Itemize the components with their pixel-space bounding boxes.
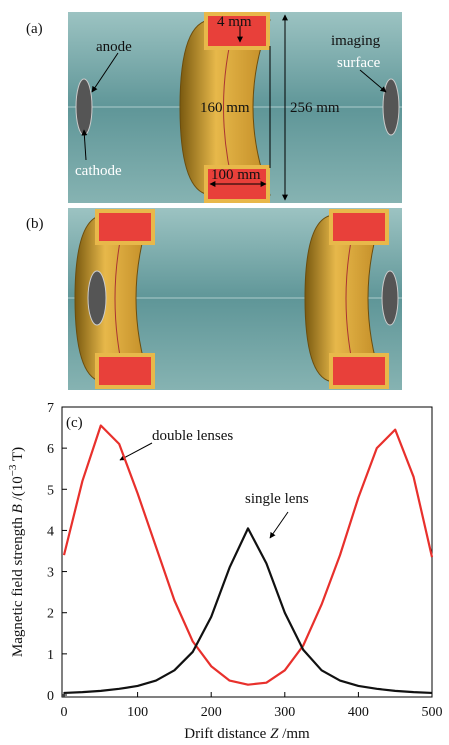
coil bbox=[97, 355, 153, 387]
y-tick-label: 5 bbox=[47, 483, 54, 498]
panel-a: (a) anode cathode imaging surface 4 mm 1… bbox=[26, 12, 402, 203]
label: anode bbox=[96, 39, 132, 55]
annotation: single lens bbox=[245, 491, 309, 507]
y-tick-label: 7 bbox=[47, 401, 54, 416]
panel-label: (c) bbox=[66, 415, 83, 431]
x-tick-label: 200 bbox=[201, 705, 222, 720]
x-tick-label: 100 bbox=[127, 705, 148, 720]
label: 100 mm bbox=[211, 167, 261, 183]
panel-label: (b) bbox=[26, 216, 44, 232]
coil bbox=[331, 211, 387, 243]
cathode-disk bbox=[88, 271, 106, 325]
data-line bbox=[64, 426, 432, 685]
x-tick-label: 0 bbox=[61, 705, 68, 720]
cathode-disk bbox=[76, 79, 92, 135]
label: 4 mm bbox=[217, 14, 252, 30]
figure: (a) anode cathode imaging surface 4 mm 1… bbox=[0, 0, 449, 745]
label: cathode bbox=[75, 163, 122, 179]
annotation: double lenses bbox=[152, 428, 233, 444]
y-tick-label: 4 bbox=[47, 524, 54, 539]
label: surface bbox=[337, 55, 381, 71]
y-tick-label: 3 bbox=[47, 566, 54, 581]
data-line bbox=[64, 528, 432, 693]
y-tick-label: 2 bbox=[47, 607, 54, 622]
x-tick-label: 500 bbox=[422, 705, 443, 720]
x-tick-label: 300 bbox=[274, 705, 295, 720]
panel-label: (a) bbox=[26, 21, 43, 37]
label: 256 mm bbox=[290, 100, 340, 116]
annotation-arrow bbox=[270, 512, 288, 538]
x-tick-label: 400 bbox=[348, 705, 369, 720]
x-axis-label: Drift distance Z /mm bbox=[184, 726, 310, 742]
label: imaging bbox=[331, 33, 381, 49]
chart: (c) double lenses single lens Drift dist… bbox=[7, 401, 443, 742]
panel-b: (b) bbox=[26, 208, 402, 390]
label: 160 mm bbox=[200, 100, 250, 116]
coil bbox=[97, 211, 153, 243]
y-axis-label: Magnetic field strength B /(10−3 T) bbox=[7, 447, 26, 657]
imaging-disk bbox=[382, 271, 398, 325]
y-tick-label: 0 bbox=[47, 689, 54, 704]
coil bbox=[331, 355, 387, 387]
y-tick-label: 6 bbox=[47, 442, 54, 457]
imaging-disk bbox=[383, 79, 399, 135]
y-tick-label: 1 bbox=[47, 648, 54, 663]
